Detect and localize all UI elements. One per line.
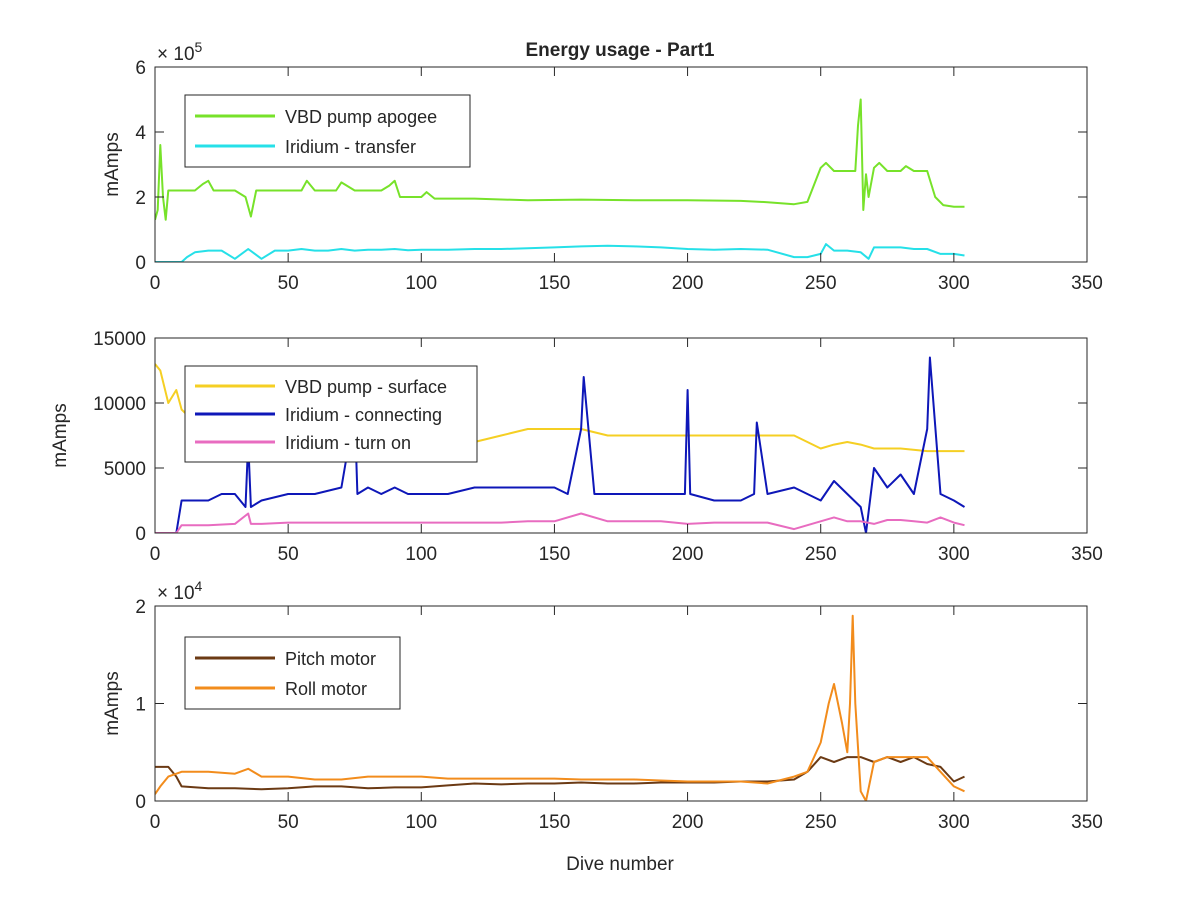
figure-xlabel: Dive number xyxy=(566,854,674,875)
y-tick-label: 10000 xyxy=(93,394,146,415)
legend-box xyxy=(184,636,401,710)
y-tick-label: 5000 xyxy=(104,459,146,480)
x-tick-label: 0 xyxy=(150,544,161,565)
x-tick-label: 0 xyxy=(150,273,161,294)
legend: VBD pump - surface Iridium - connecting Ir… xyxy=(184,365,478,463)
legend: VBD pump apogee Iridium - transfer xyxy=(184,94,471,168)
x-tick-label: 150 xyxy=(539,544,571,565)
series-line-iridium-transfer xyxy=(155,243,965,262)
legend: Pitch motor Roll motor xyxy=(184,636,401,710)
series-line-vbd-pump-apogee xyxy=(155,98,965,221)
chart-panel-vbd-surface: 0 50 100 150 200 250 300 350 0 5000 10000 15000 mAmp… xyxy=(50,329,1103,565)
legend-label-iridium-transfer: Iridium - transfer xyxy=(285,137,416,157)
x-tick-label: 100 xyxy=(405,812,437,833)
y-tick-label: 4 xyxy=(135,123,146,144)
x-tick-label: 200 xyxy=(672,544,704,565)
x-tick-label: 100 xyxy=(405,544,437,565)
y-tick-label: 0 xyxy=(135,253,146,274)
x-tick-label: 50 xyxy=(278,544,299,565)
y-exponent-label: × 104 xyxy=(157,578,203,604)
y-tick-label: 0 xyxy=(135,524,146,545)
chart-panel-vbd-apogee: 0 50 100 150 200 250 300 350 0 2 4 6 × 105 mAmps VBD p… xyxy=(102,39,1103,294)
x-tick-label: 300 xyxy=(938,273,970,294)
legend-box xyxy=(184,94,471,168)
y-exponent-power: 4 xyxy=(195,578,203,594)
y-axis-label: mAmps xyxy=(102,132,123,196)
figure-title: Energy usage - Part1 xyxy=(525,40,714,61)
y-tick-label: 1 xyxy=(135,695,146,716)
axes-frame xyxy=(154,66,1088,263)
x-tick-label: 350 xyxy=(1071,812,1103,833)
chart-panel-motors: 0 50 100 150 200 250 300 350 0 1 2 × 104 mAmps Pitch … xyxy=(102,578,1103,833)
y-exponent-power: 5 xyxy=(195,39,203,55)
legend-label-roll-motor: Roll motor xyxy=(285,679,367,699)
x-tick-label: 250 xyxy=(805,812,837,833)
x-tick-label: 300 xyxy=(938,544,970,565)
series-line-iridium-turn-on xyxy=(155,512,965,533)
y-axis-label: mAmps xyxy=(50,403,71,467)
y-tick-label: 2 xyxy=(135,188,146,209)
y-exponent-label: × 105 xyxy=(157,39,203,65)
x-tick-label: 250 xyxy=(805,273,837,294)
y-tick-label: 2 xyxy=(135,597,146,618)
y-tick-label: 6 xyxy=(135,58,146,79)
legend-label-iridium-connecting: Iridium - connecting xyxy=(285,405,442,425)
x-tick-label: 350 xyxy=(1071,273,1103,294)
legend-label-pitch-motor: Pitch motor xyxy=(285,649,376,669)
x-tick-label: 150 xyxy=(539,273,571,294)
legend-label-vbd-pump-surface: VBD pump - surface xyxy=(285,377,447,397)
x-tick-label: 200 xyxy=(672,273,704,294)
x-tick-label: 350 xyxy=(1071,544,1103,565)
legend-label-iridium-turn-on: Iridium - turn on xyxy=(285,433,411,453)
x-tick-label: 250 xyxy=(805,544,837,565)
x-tick-label: 200 xyxy=(672,812,704,833)
series-line-iridium-connecting xyxy=(155,356,966,533)
y-tick-label: 15000 xyxy=(93,329,146,350)
x-tick-label: 100 xyxy=(405,273,437,294)
series-line-roll-motor xyxy=(155,614,965,801)
x-tick-label: 50 xyxy=(278,273,299,294)
x-tick-label: 50 xyxy=(278,812,299,833)
axes-frame xyxy=(154,337,1088,534)
x-tick-label: 0 xyxy=(150,812,161,833)
y-tick-label: 0 xyxy=(135,792,146,813)
legend-label-vbd-pump-apogee: VBD pump apogee xyxy=(285,107,437,127)
x-tick-label: 150 xyxy=(539,812,571,833)
y-axis-label: mAmps xyxy=(102,671,123,735)
x-tick-label: 300 xyxy=(938,812,970,833)
